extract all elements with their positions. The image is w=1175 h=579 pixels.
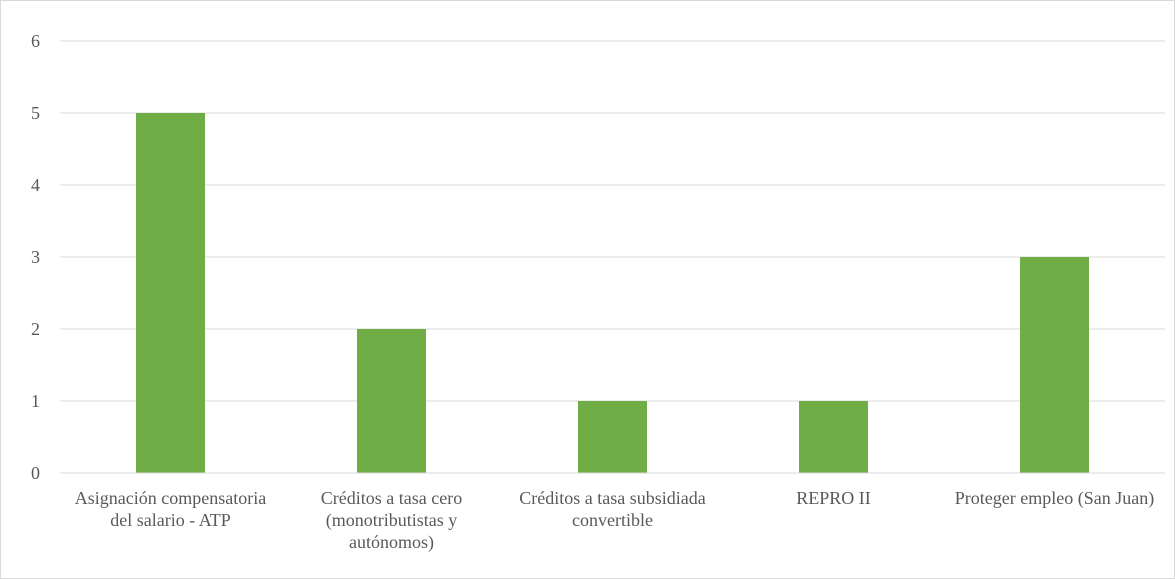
y-tick-label: 1 [31, 391, 40, 411]
y-tick-label: 5 [31, 103, 40, 123]
x-category-label: Créditos a tasa cero (monotributistas y … [320, 488, 463, 552]
x-category-label: Proteger empleo (San Juan) [954, 488, 1155, 508]
x-category-label: REPRO II [796, 488, 871, 508]
y-tick-label: 2 [31, 319, 40, 339]
gridlines [60, 40, 1165, 402]
x-category-label: Créditos a tasa subsidiada convertible [519, 488, 706, 530]
y-tick-label: 4 [31, 175, 40, 195]
y-tick-label: 6 [31, 31, 40, 51]
y-tick-label: 3 [31, 247, 40, 267]
x-category-label: Asignación compensatoria del salario - A… [74, 488, 267, 530]
bar [136, 113, 205, 473]
bar [578, 401, 647, 473]
bars [136, 113, 1089, 473]
bar [357, 329, 426, 473]
bar [799, 401, 868, 473]
y-tick-label: 0 [31, 463, 40, 483]
bar [1020, 257, 1089, 473]
y-axis-ticks: 0 1 2 3 4 5 6 [31, 31, 40, 483]
